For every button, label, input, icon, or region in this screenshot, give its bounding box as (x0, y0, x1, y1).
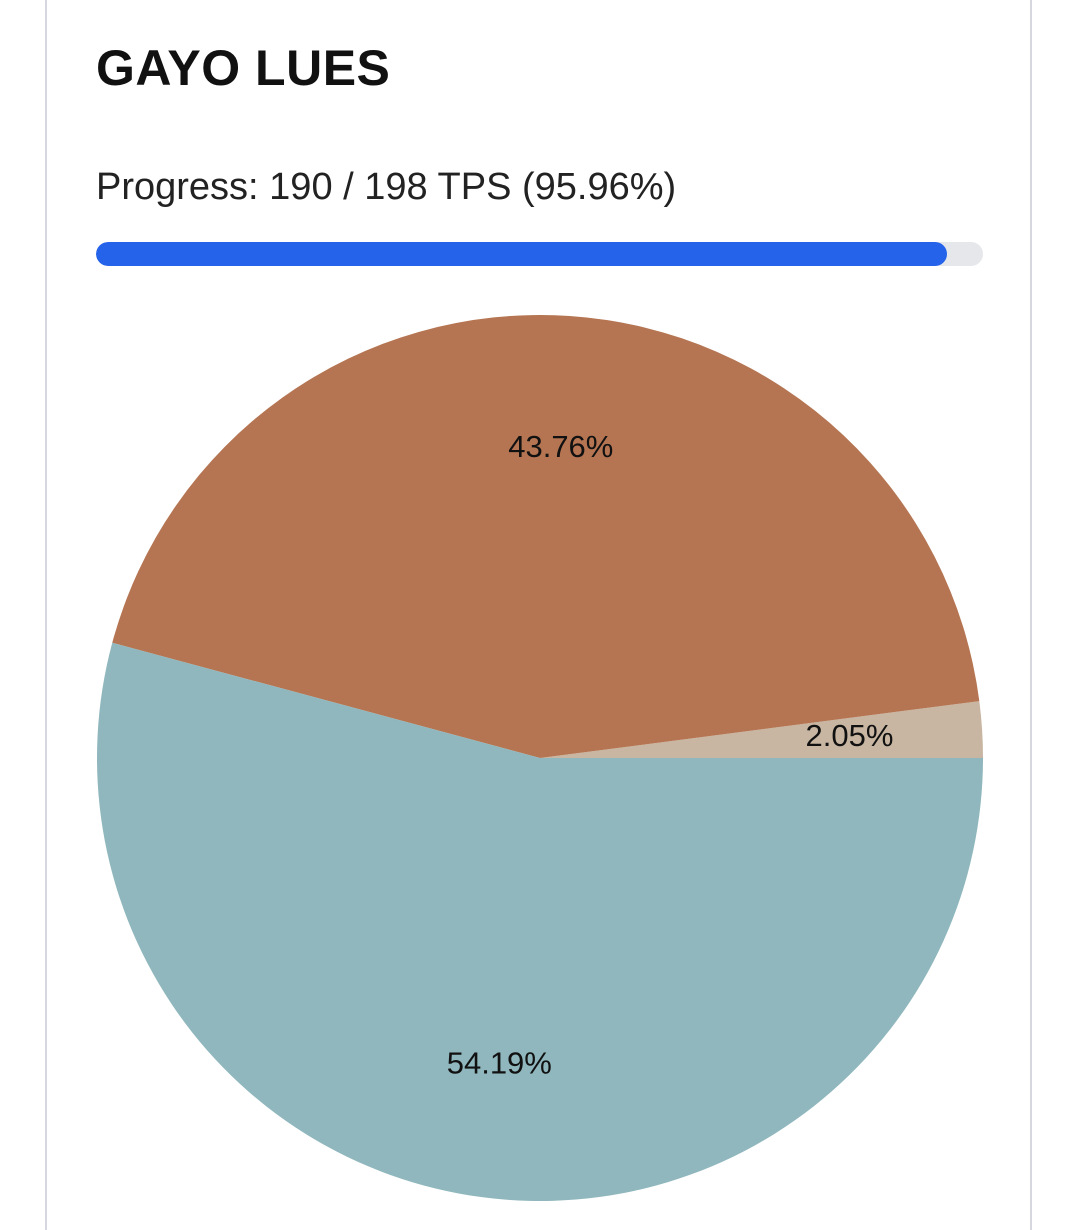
pie-slice-3 (97, 642, 984, 1201)
page-title: GAYO LUES (96, 40, 391, 96)
pie-slice-label-1: 2.05% (806, 718, 894, 753)
progress-bar (96, 242, 983, 266)
pie-slice-label-3: 54.19% (447, 1046, 552, 1081)
pie-slices (97, 314, 984, 1201)
pie-slice-2 (112, 314, 980, 758)
pie-slice-1 (540, 701, 983, 758)
pie-labels: 2.05% 43.76% 54.19% (447, 429, 894, 1081)
progress-label: Progress: 190 / 198 TPS (95.96%) (96, 166, 677, 208)
progress-bar-fill (96, 242, 948, 266)
pie-slice-label-2: 43.76% (508, 429, 613, 464)
